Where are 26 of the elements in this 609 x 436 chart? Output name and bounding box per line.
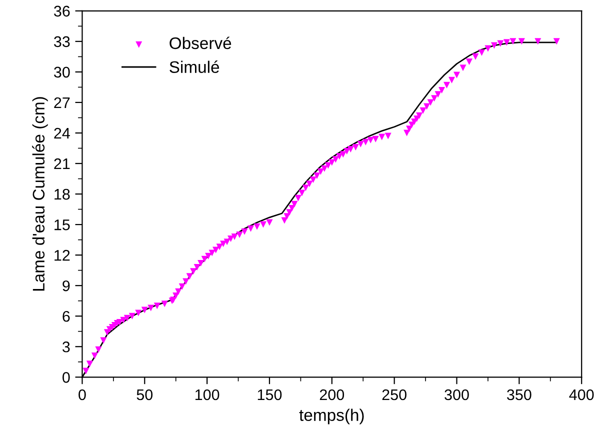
y-tick-label: 15 xyxy=(54,220,70,230)
x-tick-label: 350 xyxy=(507,389,532,400)
x-tick-label: 100 xyxy=(195,389,220,400)
y-tick-label: 6 xyxy=(62,310,70,322)
x-tick-label: 400 xyxy=(569,389,594,400)
x-tick-label: 300 xyxy=(444,389,469,400)
legend-label: Observé xyxy=(170,36,232,50)
y-tick-label: 33 xyxy=(54,36,70,48)
y-tick-label: 21 xyxy=(54,158,70,170)
x-tick-label: 0 xyxy=(78,389,86,400)
y-tick-label: 18 xyxy=(54,188,70,200)
y-tick-label: 24 xyxy=(54,128,70,139)
y-tick-label: 36 xyxy=(54,6,70,17)
y-tick-label: 9 xyxy=(62,280,70,292)
x-tick-label: 50 xyxy=(136,389,153,400)
x-tick-label: 200 xyxy=(320,389,344,400)
legend-label: Simulé xyxy=(170,60,220,73)
y-tick-label: 30 xyxy=(54,66,70,78)
y-tick-label: 3 xyxy=(62,341,70,352)
y-axis-title: Lame d'eau Cumulée (cm) xyxy=(32,97,48,291)
y-tick-label: 27 xyxy=(54,97,70,108)
x-tick-label: 150 xyxy=(258,389,282,400)
x-tick-label: 250 xyxy=(382,389,406,400)
y-tick-label: 12 xyxy=(54,250,70,261)
y-tick-label: 0 xyxy=(62,372,70,383)
x-axis-title: temps(h) xyxy=(299,408,364,424)
